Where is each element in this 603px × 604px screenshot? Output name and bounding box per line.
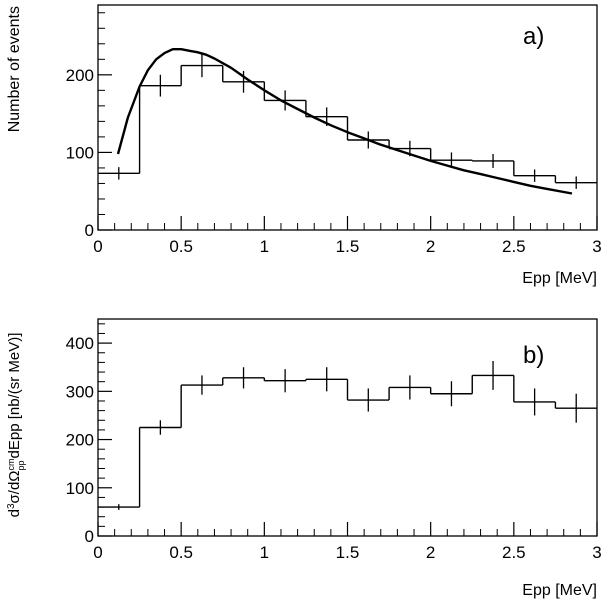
panel-b: 0 100 200 300 400 0 0.5 1 1.5 2 2.5 3 b) Epp [MeV]… (6, 318, 602, 599)
x-tick-label: 2.5 (502, 237, 526, 256)
model-curve (116, 48, 573, 195)
y-tick-label: 400 (66, 334, 94, 353)
y-tick-label: 300 (66, 382, 94, 401)
x-tick-label: 3 (592, 543, 601, 562)
x-tick-label: 1 (260, 543, 269, 562)
x-tick-label: 1.5 (336, 543, 360, 562)
x-tick-label: 3 (592, 237, 601, 256)
y-axis-label-b: d3σ/dΩcmppdEpp [nb/(sr MeV)] (6, 333, 27, 518)
x-tick-label: 0 (93, 237, 102, 256)
panel-a: 0 100 200 0 0.5 1 1.5 2 2.5 3 a) Epp [MeV] Numbe… (6, 4, 602, 287)
panel-label-a: a) (523, 23, 544, 50)
x-tick-label: 0.5 (169, 237, 193, 256)
y-axis-ticks-b: 0 100 200 300 400 (66, 323, 112, 546)
x-tick-label: 1.5 (336, 237, 360, 256)
y-axis-label-a: Number of events (6, 6, 23, 132)
x-tick-label: 2 (426, 543, 435, 562)
x-axis-label-a: Epp [MeV] (522, 270, 597, 287)
y-tick-label: 100 (66, 143, 94, 162)
y-tick-label: 0 (85, 221, 94, 240)
y-tick-label: 200 (66, 431, 94, 450)
y-tick-label: 0 (85, 527, 94, 546)
y-axis-ticks-a: 0 100 200 (66, 12, 112, 240)
x-tick-label: 0 (93, 543, 102, 562)
x-axis-ticks-a: 0 0.5 1 1.5 2 2.5 3 (93, 216, 602, 256)
histogram-b (98, 360, 597, 510)
y-tick-label: 100 (66, 479, 94, 498)
x-axis-ticks-b: 0 0.5 1 1.5 2 2.5 3 (93, 522, 602, 562)
panel-label-b: b) (523, 342, 544, 369)
y-tick-label: 200 (66, 66, 94, 85)
x-tick-label: 2 (426, 237, 435, 256)
histogram-a (98, 48, 597, 195)
x-tick-label: 0.5 (169, 543, 193, 562)
x-tick-label: 1 (260, 237, 269, 256)
x-tick-label: 2.5 (502, 543, 526, 562)
x-axis-label-b: Epp [MeV] (522, 582, 597, 599)
